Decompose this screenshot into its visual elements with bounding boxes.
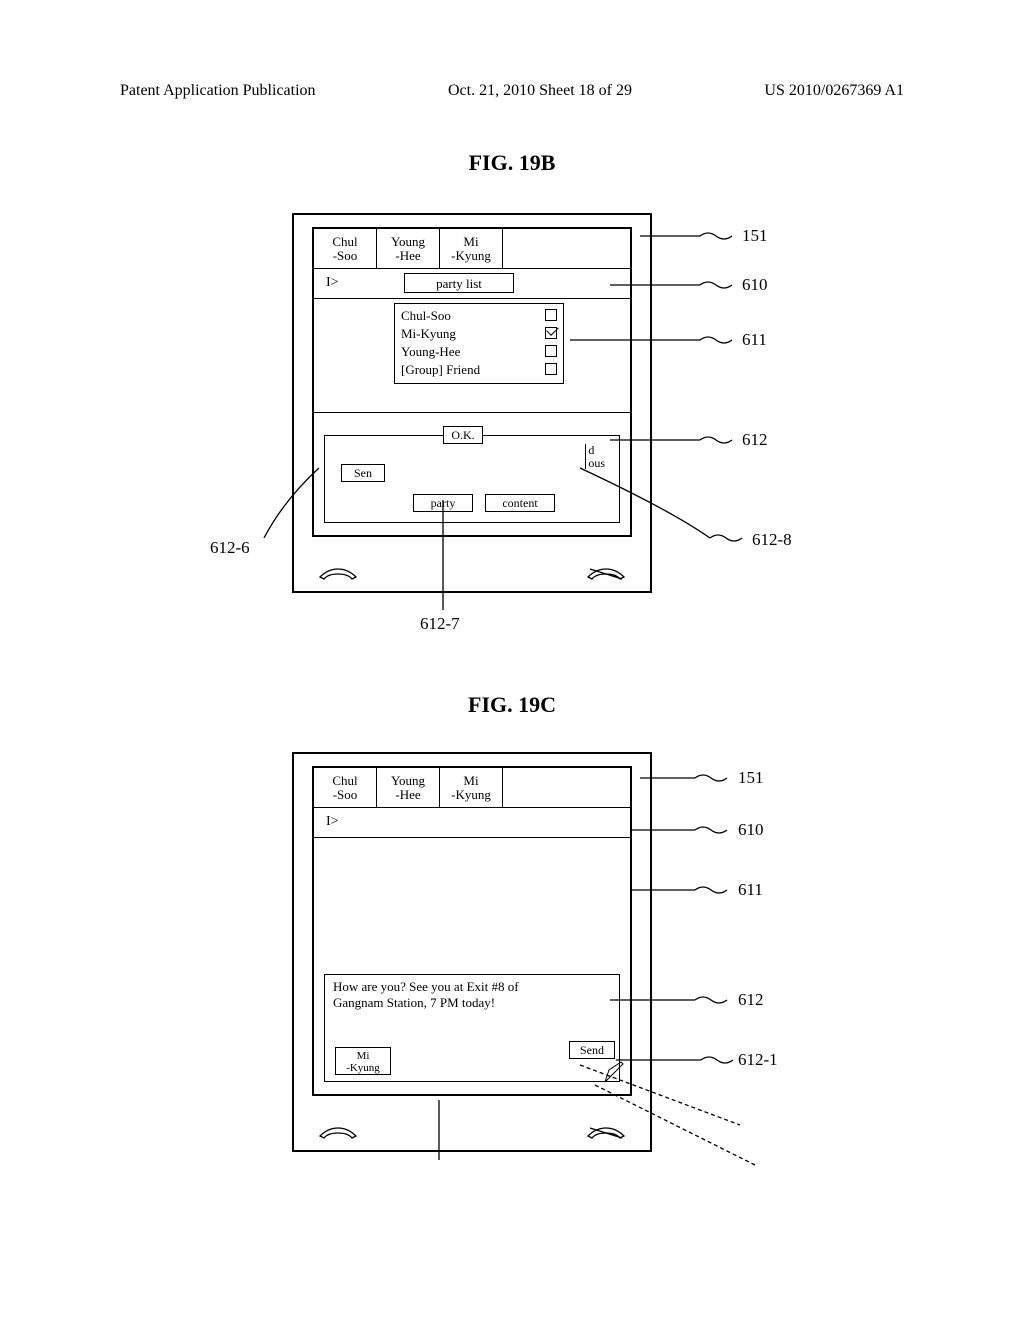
header-center: Oct. 21, 2010 Sheet 18 of 29 [448,82,632,100]
figure-label-19c: FIG. 19C [0,692,1024,718]
tab-line: Young [377,774,439,788]
ok-button[interactable]: O.K. [443,426,483,444]
tab-young-hee[interactable]: Young -Hee [377,229,440,268]
play-icon: I> [326,275,339,291]
callout-612: 612 [742,430,768,450]
tab-line: -Kyung [440,249,502,263]
party-list-button[interactable]: party list [404,273,514,293]
tab-line: -Soo [314,788,376,802]
leader-line [640,768,750,788]
leader-dashed [580,1065,780,1195]
leader-arc [264,460,384,560]
leader-line [610,430,760,450]
content-button[interactable]: content [485,494,555,512]
callout-612-6: 612-6 [210,538,250,558]
leader-line [630,880,750,900]
leader-line [610,275,760,295]
tab-line: Chul [314,774,376,788]
chip-line: Mi [357,1050,370,1062]
callout-151: 151 [738,768,764,788]
callout-611: 611 [742,330,767,350]
call-button-icon[interactable] [318,567,358,581]
mid-area-c: I> [314,808,630,838]
tab-line: Chul [314,235,376,249]
play-icon: I> [326,814,339,830]
screen-c: Chul -Soo Young -Hee Mi -Kyung I> How ar… [312,766,632,1096]
checkbox-icon[interactable] [545,363,557,375]
party-name: Young-Hee [401,343,460,361]
call-button-icon[interactable] [318,1126,358,1140]
party-row[interactable]: Mi-Kyung [401,325,557,343]
tabs-row-b: Chul -Soo Young -Hee Mi -Kyung [314,229,630,269]
header-right: US 2010/0267369 A1 [764,82,904,100]
leader-line [630,820,750,840]
tab-chul-soo[interactable]: Chul -Soo [314,768,377,807]
message-box-612: How are you? See you at Exit #8 of Gangn… [324,974,620,1082]
tab-line: -Hee [377,249,439,263]
tab-line: Young [377,235,439,249]
leader-line [434,1100,454,1170]
tab-line: -Hee [377,788,439,802]
page-header: Patent Application Publication Oct. 21, … [0,82,1024,100]
tab-line: -Soo [314,249,376,263]
tab-mi-kyung[interactable]: Mi -Kyung [440,768,503,807]
tab-chul-soo[interactable]: Chul -Soo [314,229,377,268]
send-button[interactable]: Send [569,1041,615,1059]
end-call-button-icon[interactable] [586,567,626,581]
recipient-chip[interactable]: Mi -Kyung [335,1047,391,1075]
party-list-panel: Chul-Soo Mi-Kyung Young-Hee [Group] Frie… [394,303,564,384]
tab-line: -Kyung [440,788,502,802]
mid-area-b: I> party list [314,269,630,299]
party-name: Chul-Soo [401,307,451,325]
message-text: How are you? See you at Exit #8 of Gangn… [333,979,559,1010]
leader-line [610,990,750,1010]
tab-mi-kyung[interactable]: Mi -Kyung [440,229,503,268]
callout-612-7: 612-7 [420,614,460,634]
tab-line: Mi [440,774,502,788]
chip-line: -Kyung [346,1062,380,1074]
party-row[interactable]: Young-Hee [401,343,557,361]
callout-610: 610 [738,820,764,840]
callout-611: 611 [738,880,763,900]
party-name: [Group] Friend [401,361,480,379]
callout-151: 151 [742,226,768,246]
party-row[interactable]: [Group] Friend [401,361,557,379]
callout-612: 612 [738,990,764,1010]
header-left: Patent Application Publication [120,82,316,100]
checkbox-checked-icon[interactable] [545,327,557,339]
callout-610: 610 [742,275,768,295]
leader-line [570,330,760,350]
callout-612-8: 612-8 [752,530,792,550]
figure-label-19b: FIG. 19B [0,150,1024,176]
tab-line: Mi [440,235,502,249]
checkbox-icon[interactable] [545,345,557,357]
party-name: Mi-Kyung [401,325,456,343]
checkbox-icon[interactable] [545,309,557,321]
leader-arc [580,460,770,560]
party-row[interactable]: Chul-Soo [401,307,557,325]
leader-line [438,500,478,620]
chat-area-611-c [314,842,630,972]
tab-young-hee[interactable]: Young -Hee [377,768,440,807]
tabs-row-c: Chul -Soo Young -Hee Mi -Kyung [314,768,630,808]
